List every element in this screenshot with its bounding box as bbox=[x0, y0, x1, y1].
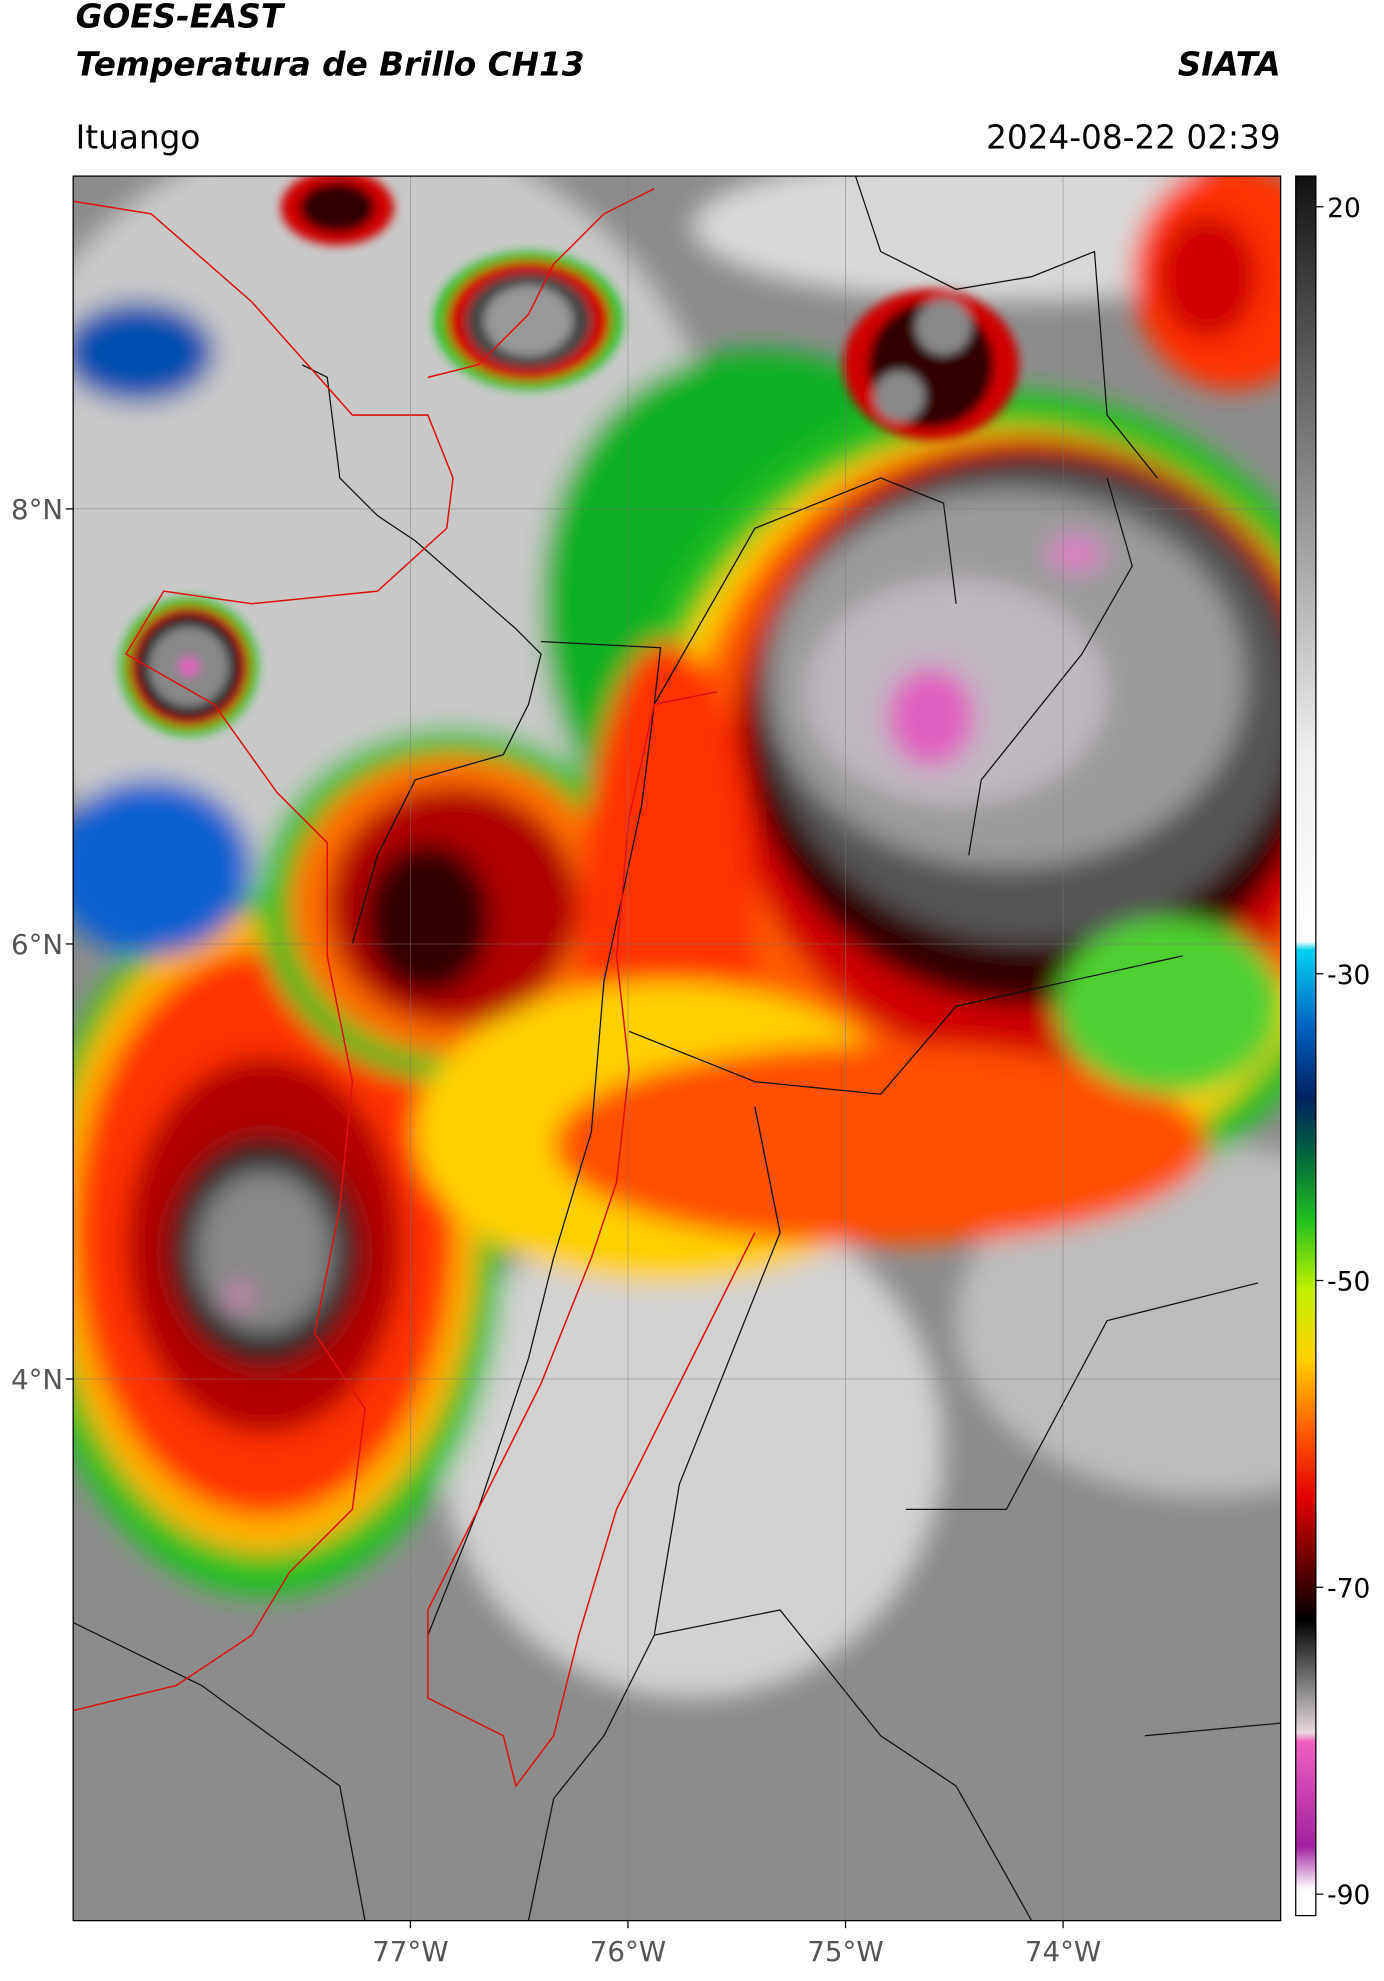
colorbar-tick-label: -70 bbox=[1327, 1573, 1370, 1604]
colorbar-tick-label: -50 bbox=[1327, 1267, 1370, 1298]
location: Ituango bbox=[76, 118, 201, 156]
y-tick-label: 4°N bbox=[11, 1363, 63, 1396]
x-tick-label: 75°W bbox=[807, 1935, 883, 1968]
x-tick-label: 74°W bbox=[1025, 1935, 1101, 1968]
x-tick-label: 77°W bbox=[372, 1935, 448, 1968]
y-tick-label: 8°N bbox=[11, 493, 63, 526]
brand: SIATA bbox=[1178, 45, 1281, 83]
colorbar-tick-label: 20 bbox=[1327, 193, 1361, 224]
y-tick-label: 6°N bbox=[11, 928, 63, 961]
map-frame bbox=[72, 175, 1282, 1922]
satellite-image bbox=[73, 176, 1281, 1921]
title: GOES-EAST bbox=[76, 0, 286, 36]
subtitle: Temperatura de Brillo CH13 bbox=[76, 45, 585, 83]
colorbar-tick-label: -90 bbox=[1327, 1880, 1370, 1911]
colorbar-tick-label: -30 bbox=[1327, 960, 1370, 991]
datetime: 2024-08-22 02:39 bbox=[986, 118, 1281, 156]
colorbar bbox=[1295, 175, 1317, 1917]
x-tick-label: 76°W bbox=[590, 1935, 666, 1968]
